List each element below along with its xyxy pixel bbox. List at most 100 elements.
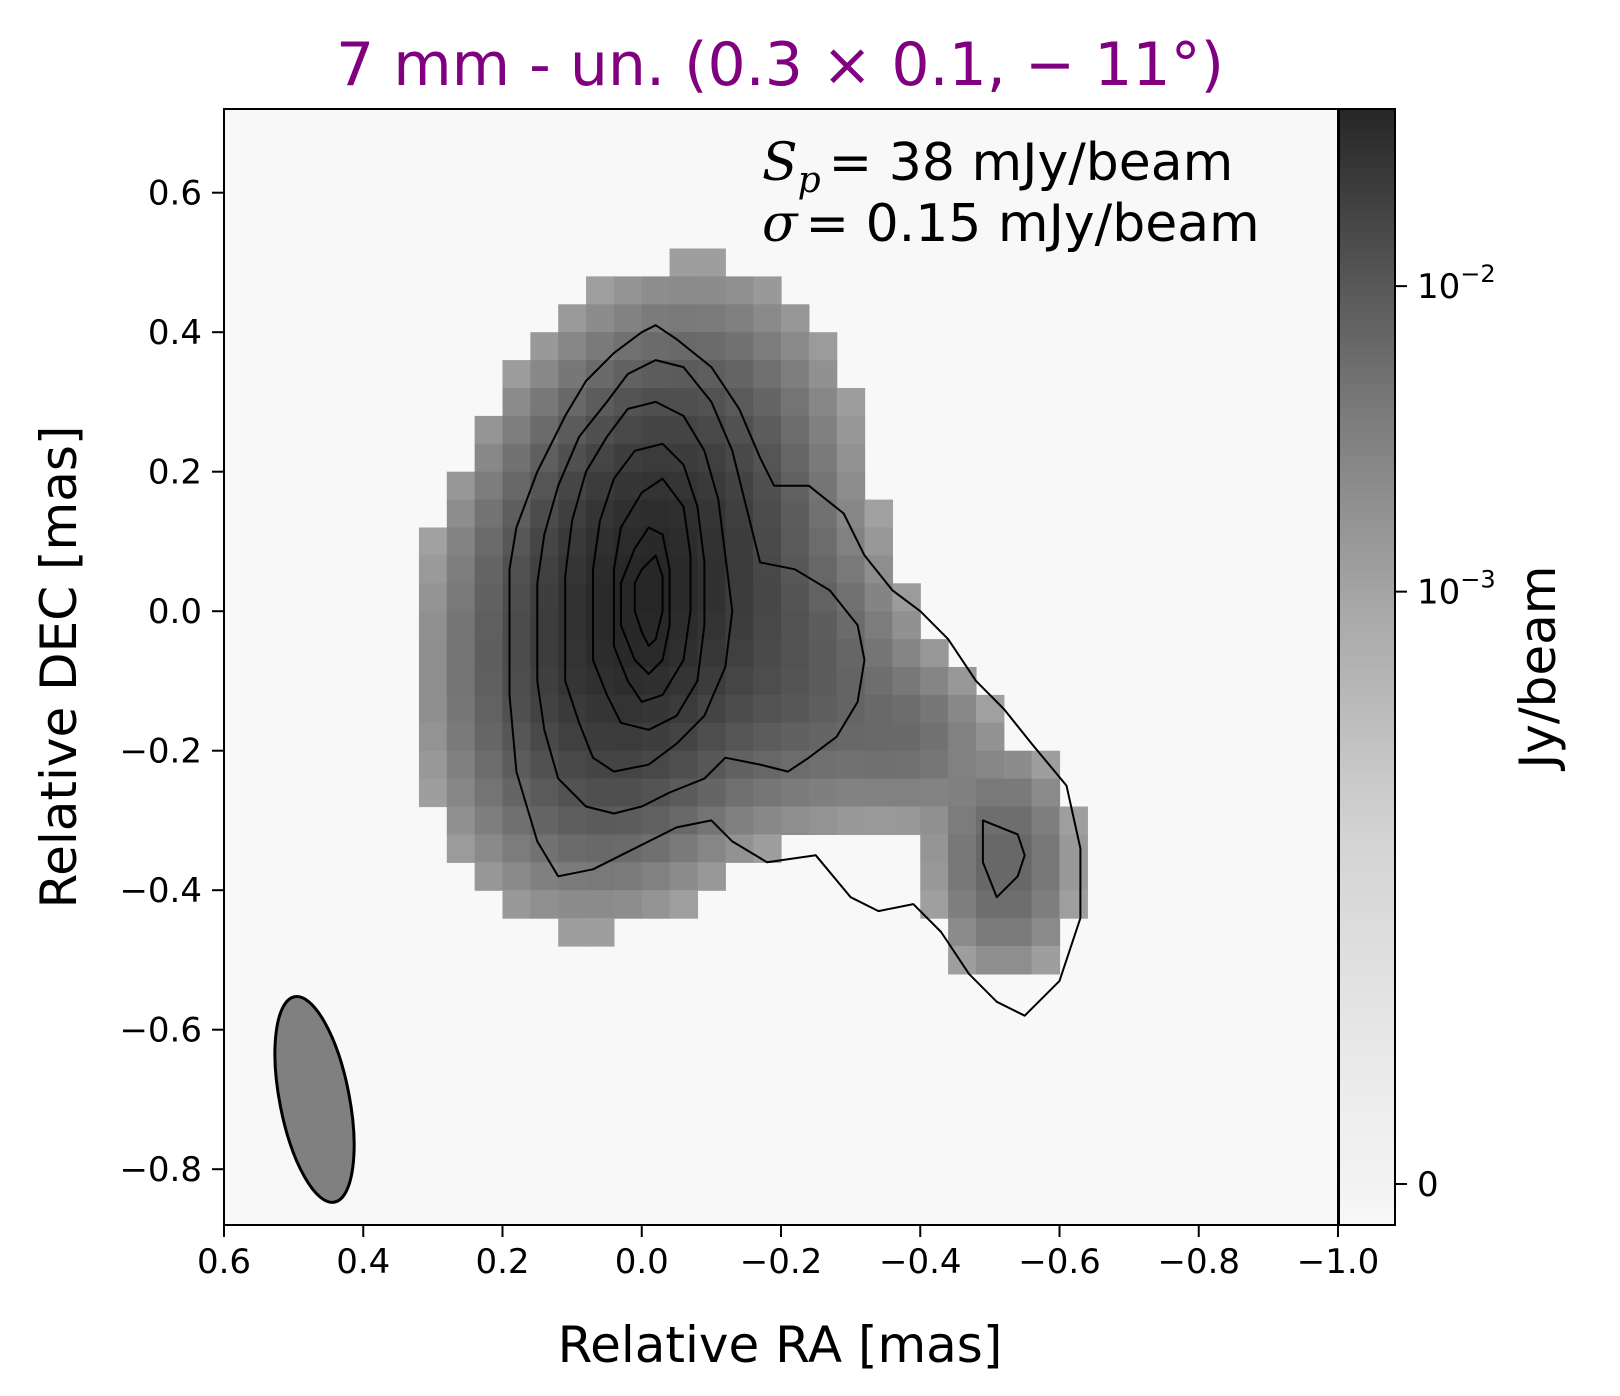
peak-flux-symbol: S (762, 133, 798, 193)
image-pixel (753, 639, 782, 668)
image-pixel (753, 555, 782, 584)
image-pixel (530, 499, 559, 529)
image-pixel (586, 276, 615, 305)
image-pixel (781, 499, 810, 529)
image-pixel (418, 667, 448, 696)
image-pixel (641, 555, 671, 584)
image-pixel (558, 667, 587, 696)
image-pixel (864, 527, 893, 556)
image-pixel (474, 555, 504, 584)
image-pixel (641, 834, 671, 863)
image-pixel (1003, 918, 1033, 947)
image-pixel (1031, 946, 1061, 975)
x-axis-label: Relative RA [mas] (558, 1316, 1003, 1374)
image-pixel (530, 388, 559, 417)
image-pixel (474, 499, 504, 529)
image-pixel (725, 415, 754, 445)
image-pixel (753, 360, 782, 389)
image-pixel (502, 555, 531, 584)
image-pixel (558, 583, 587, 612)
image-pixel (948, 667, 977, 696)
image-pixel (669, 415, 699, 445)
image-pixel (808, 360, 838, 389)
colorbar-tick-label: 10−2 (1417, 260, 1496, 307)
y-tick-label: −0.8 (119, 1150, 202, 1190)
image-pixel (948, 834, 977, 863)
image-pixel (892, 611, 921, 640)
image-pixel (502, 443, 531, 473)
image-pixel (725, 527, 754, 556)
image-pixel (530, 862, 559, 891)
image-pixel (446, 555, 476, 584)
image-pixel (530, 360, 559, 389)
image-pixel (920, 890, 949, 919)
image-pixel (864, 639, 893, 668)
image-pixel (502, 499, 531, 529)
image-pixel (446, 667, 476, 696)
image-pixel (948, 862, 977, 891)
image-pixel (474, 611, 504, 640)
image-pixel (1059, 862, 1088, 891)
image-pixel (920, 862, 949, 891)
image-pixel (697, 834, 726, 863)
image-pixel (474, 778, 504, 808)
image-pixel (641, 415, 671, 445)
image-pixel (836, 527, 866, 556)
image-pixel (808, 806, 838, 835)
image-pixel (530, 667, 559, 696)
image-pixel (669, 304, 699, 333)
image-pixel (725, 806, 754, 835)
image-pixel (697, 611, 726, 640)
image-pixel (975, 750, 1005, 780)
image-pixel (864, 499, 893, 529)
image-pixel (530, 583, 559, 612)
x-tick-label: 0.6 (197, 1242, 251, 1282)
image-pixel (753, 415, 782, 445)
image-pixel (1031, 778, 1061, 808)
image-pixel (1031, 918, 1061, 947)
image-pixel (669, 555, 699, 584)
image-pixel (613, 332, 643, 361)
chart-title: 7 mm - un. (0.3 × 0.1, − 11°) (336, 30, 1224, 100)
image-pixel (753, 694, 782, 724)
image-pixel (1003, 834, 1033, 863)
image-pixel (641, 276, 671, 305)
image-pixel (446, 694, 476, 724)
image-pixel (641, 304, 671, 333)
image-pixel (558, 694, 587, 724)
image-pixel (474, 750, 504, 780)
image-pixel (586, 415, 615, 445)
image-pixel (418, 611, 448, 640)
y-axis-ticks: 0.6 0.4 0.2 0.0 −0.2 −0.4 −0.6 −0.8 (119, 174, 224, 1190)
image-pixel (530, 332, 559, 361)
image-pixel (474, 722, 504, 752)
image-pixel (418, 555, 448, 584)
x-tick-label: −0.2 (740, 1242, 823, 1282)
image-pixel (975, 694, 1005, 724)
image-pixel (948, 918, 977, 947)
image-pixel (892, 694, 921, 724)
image-pixel (613, 611, 643, 640)
image-pixel (892, 722, 921, 752)
image-pixel (836, 722, 866, 752)
image-pixel (474, 583, 504, 612)
image-pixel (753, 388, 782, 417)
image-pixel (641, 890, 671, 919)
image-pixel (836, 750, 866, 780)
image-pixel (418, 694, 448, 724)
image-pixel (530, 890, 559, 919)
image-pixel (669, 276, 699, 305)
image-pixel (864, 778, 893, 808)
image-pixel (502, 806, 531, 835)
image-pixel (975, 778, 1005, 808)
contour-line (612, 477, 692, 703)
image-pixel (892, 639, 921, 668)
image-pixel (474, 415, 504, 445)
image-pixel (1059, 834, 1088, 863)
image-pixel (586, 583, 615, 612)
image-pixel (502, 471, 531, 501)
image-pixel (836, 499, 866, 529)
image-pixel (753, 499, 782, 529)
colorbar-tick-label: 10−3 (1417, 566, 1496, 613)
image-pixel (920, 639, 949, 668)
